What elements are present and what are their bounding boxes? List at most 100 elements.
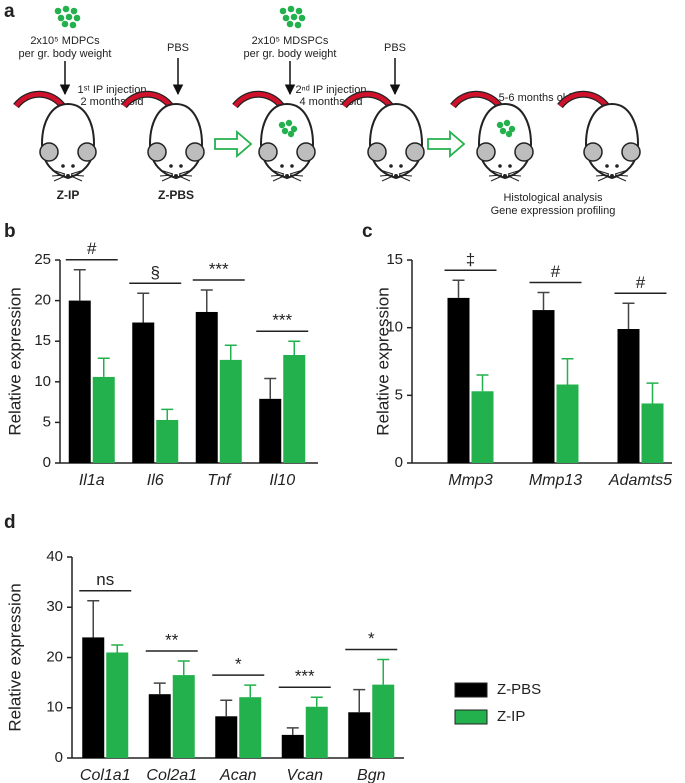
y-tick-label: 25	[34, 251, 51, 268]
chart: d Relative expression 0 10 20 30 40 Col1a1 ns Col…	[4, 512, 541, 783]
chart: b Relative expression 0 5 10 15 20 25 Il1a # Il6 § T…	[4, 221, 318, 489]
x-tick-label: Il6	[147, 472, 164, 489]
error-bar	[161, 408, 174, 420]
mouse	[560, 94, 640, 181]
error-bar	[264, 377, 277, 399]
bar	[219, 359, 242, 463]
cell-icon	[54, 5, 81, 29]
bar	[156, 419, 179, 463]
bar	[447, 297, 470, 463]
y-tick-label: 10	[386, 319, 403, 336]
significance-label: *	[368, 629, 375, 648]
significance-label: #	[636, 273, 646, 292]
panel-label: d	[4, 512, 16, 533]
pbs-text: PBS	[167, 42, 189, 54]
step-arrow	[427, 130, 466, 158]
significance-label: #	[87, 239, 97, 258]
x-tick-label: Il10	[269, 472, 295, 489]
error-bar	[220, 699, 233, 717]
bar	[283, 355, 306, 463]
bar	[641, 403, 664, 463]
error-bar	[476, 374, 489, 392]
bar	[132, 322, 155, 463]
x-tick-label: Il1a	[79, 472, 105, 489]
cell-icon	[279, 5, 306, 29]
significance-label: #	[551, 262, 561, 281]
bar	[215, 716, 238, 758]
legend-swatch	[454, 709, 488, 725]
significance-label: ‡	[466, 250, 475, 269]
bar	[348, 712, 371, 758]
legend-swatch	[454, 682, 488, 698]
legend-label: Z-PBS	[497, 681, 541, 698]
bar	[106, 652, 129, 758]
bar	[471, 391, 494, 463]
significance-label: ***	[209, 260, 229, 279]
analysis-text: Histological analysis	[503, 192, 603, 204]
error-bar	[153, 682, 166, 695]
x-tick-label: Acan	[219, 767, 257, 783]
error-bar	[244, 684, 257, 698]
error-bar	[87, 599, 100, 638]
y-axis-label: Relative expression	[5, 287, 24, 435]
bar	[556, 384, 579, 463]
error-bar	[200, 289, 213, 312]
y-axis-label: Relative expression	[373, 287, 392, 435]
x-tick-label: Mmp3	[448, 472, 493, 489]
y-tick-label: 0	[43, 454, 51, 471]
x-tick-label: Mmp13	[529, 472, 582, 489]
group-text: Z-IP	[57, 188, 80, 202]
dose-text: per gr. body weight	[244, 48, 337, 60]
significance-label: ns	[96, 570, 114, 589]
x-tick-label: Bgn	[357, 767, 386, 783]
injection-text: 2ⁿᵈ IP injection	[296, 84, 367, 96]
y-tick-label: 10	[34, 373, 51, 390]
y-tick-label: 5	[43, 413, 51, 430]
bar	[532, 310, 555, 463]
y-tick-label: 15	[386, 251, 403, 268]
error-bar	[377, 658, 390, 685]
error-bar	[288, 340, 301, 356]
error-bar	[177, 660, 190, 676]
panel-label: a	[4, 1, 15, 22]
y-tick-label: 20	[46, 648, 63, 665]
error-bar	[97, 357, 110, 377]
error-bar	[310, 696, 323, 707]
injection-text: 1ˢᵗ IP injection	[78, 84, 147, 96]
error-bar	[73, 268, 86, 301]
dose-text: 2x10⁵ MDSPCs	[252, 35, 329, 47]
pbs-text: PBS	[384, 42, 406, 54]
chart: c Relative expression 0 5 10 15 Mmp3 ‡ Mmp13 # Ada…	[362, 221, 672, 489]
error-bar	[353, 688, 366, 713]
analysis-text: Gene expression profiling	[491, 205, 616, 217]
error-bar	[452, 279, 465, 298]
significance-label: ***	[272, 311, 292, 330]
y-axis-label: Relative expression	[5, 583, 24, 731]
error-bar	[286, 727, 299, 735]
panel-label: b	[4, 221, 16, 242]
error-bar	[561, 358, 574, 385]
bar	[195, 311, 218, 463]
bar	[148, 694, 171, 758]
bar	[305, 706, 328, 758]
error-bar	[224, 344, 237, 360]
y-tick-label: 40	[46, 548, 63, 565]
x-tick-label: Vcan	[287, 767, 324, 783]
error-bar	[646, 382, 659, 404]
bar	[281, 734, 304, 758]
y-tick-label: 10	[46, 699, 63, 716]
significance-label: §	[151, 263, 160, 282]
group-text: Z-PBS	[158, 188, 194, 202]
error-bar	[111, 644, 124, 653]
y-tick-label: 0	[55, 749, 63, 766]
y-tick-label: 20	[34, 292, 51, 309]
error-bar	[622, 302, 635, 330]
x-tick-label: Col2a1	[146, 767, 197, 783]
error-bar	[537, 291, 550, 311]
bar	[372, 684, 395, 758]
diagram: a 2x10⁵ MDPCs per gr. body weight PBS 2x…	[4, 1, 640, 217]
x-tick-label: Col1a1	[80, 767, 131, 783]
significance-label: ***	[295, 667, 315, 686]
error-bar	[137, 292, 150, 323]
